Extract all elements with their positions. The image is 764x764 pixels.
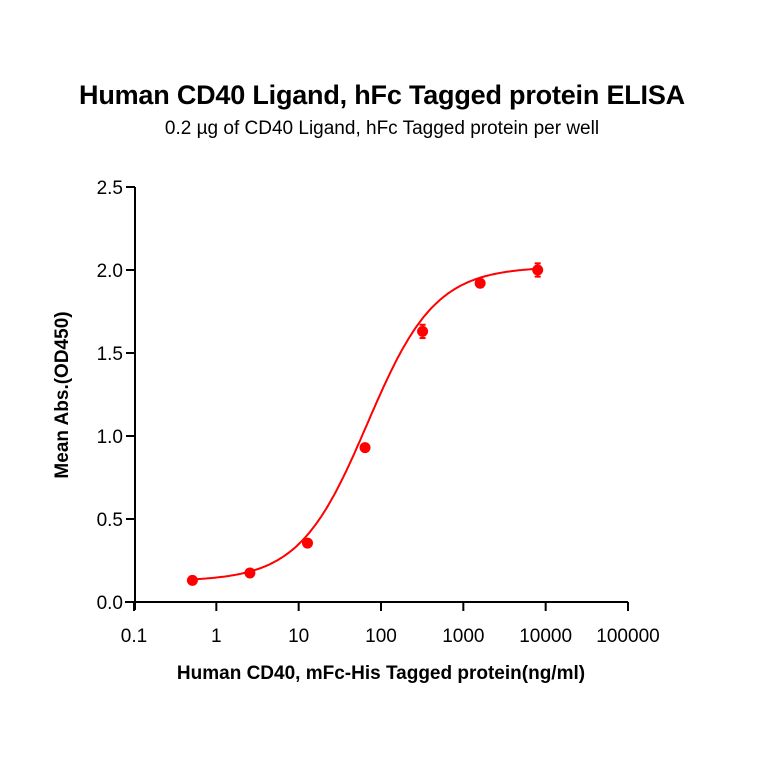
axes: 0.0 0.5 1.0 1.5 2.0 2.5 0.1 1 10 100 1000 10000 1000…	[97, 178, 660, 647]
x-axis-title: Human CD40, mFc-His Tagged protein(ng/ml…	[177, 663, 585, 684]
y-tick-label: 2.0	[97, 261, 123, 282]
fit-curve-path	[192, 267, 538, 581]
chart-subtitle: 0.2 µg of CD40 Ligand, hFc Tagged protei…	[164, 118, 600, 139]
data-point	[359, 442, 371, 454]
x-tick-label: 10000	[519, 626, 572, 647]
y-axis-title: Mean Abs.(OD450)	[52, 311, 73, 478]
y-tick-label: 1.5	[97, 344, 123, 365]
x-tick-label: 100000	[596, 626, 659, 647]
x-tick-label: 1000	[442, 626, 484, 647]
data-point	[532, 264, 544, 276]
y-tick-label: 2.5	[97, 178, 123, 199]
y-tick-label: 0.5	[97, 510, 123, 531]
data-points	[186, 262, 544, 586]
x-tick-label: 10	[288, 626, 309, 647]
x-tick-label: 1	[211, 626, 222, 647]
fit-curve	[192, 267, 538, 581]
data-point	[301, 537, 313, 549]
data-point	[417, 325, 429, 337]
x-tick-label: 100	[365, 626, 397, 647]
chart-title: Human CD40 Ligand, hFc Tagged protein EL…	[79, 80, 685, 110]
y-tick-label: 1.0	[97, 427, 123, 448]
x-tick-label: 0.1	[121, 626, 147, 647]
y-tick-label: 0.0	[97, 593, 123, 614]
data-point	[244, 567, 256, 579]
data-point	[186, 574, 198, 586]
data-point	[474, 277, 486, 289]
